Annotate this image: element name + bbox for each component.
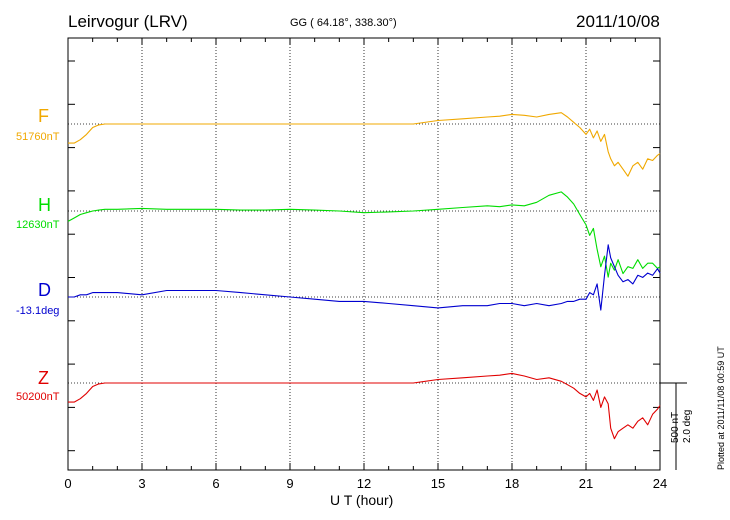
x-axis-label: U T (hour) <box>330 492 394 508</box>
x-tick-label: 15 <box>431 476 445 491</box>
series-line-F <box>68 112 661 177</box>
date-label: 2011/10/08 <box>576 12 660 31</box>
x-tick-label: 0 <box>64 476 71 491</box>
series-line-Z <box>68 372 661 440</box>
x-tick-label: 6 <box>212 476 219 491</box>
channel-label-Z: Z <box>38 368 49 388</box>
channel-baseline-F: 51760nT <box>16 131 60 143</box>
series-line-D <box>68 244 661 311</box>
plotted-timestamp: Plotted at 2011/11/08 00:59 UT <box>716 346 726 470</box>
geographic-coordinates: GG ( 64.18°, 338.30°) <box>290 17 397 29</box>
channel-baseline-D: -13.1deg <box>16 305 60 317</box>
x-tick-label: 12 <box>357 476 371 491</box>
x-tick-label: 18 <box>505 476 519 491</box>
x-tick-label: 21 <box>579 476 593 491</box>
station-title: Leirvogur (LRV) <box>68 12 188 31</box>
channel-baseline-Z: 50200nT <box>16 391 60 403</box>
series-line-H <box>67 191 661 278</box>
scale-deg-label: 2.0 deg <box>682 409 693 443</box>
channel-label-H: H <box>38 195 51 215</box>
x-tick-label: 3 <box>138 476 145 491</box>
channel-baseline-H: 12630nT <box>16 219 60 231</box>
channel-label-F: F <box>38 106 49 126</box>
x-tick-label: 9 <box>286 476 293 491</box>
channel-label-D: D <box>38 280 51 300</box>
x-tick-label: 24 <box>653 476 667 491</box>
scale-nt-label: 500 nT <box>670 411 681 443</box>
